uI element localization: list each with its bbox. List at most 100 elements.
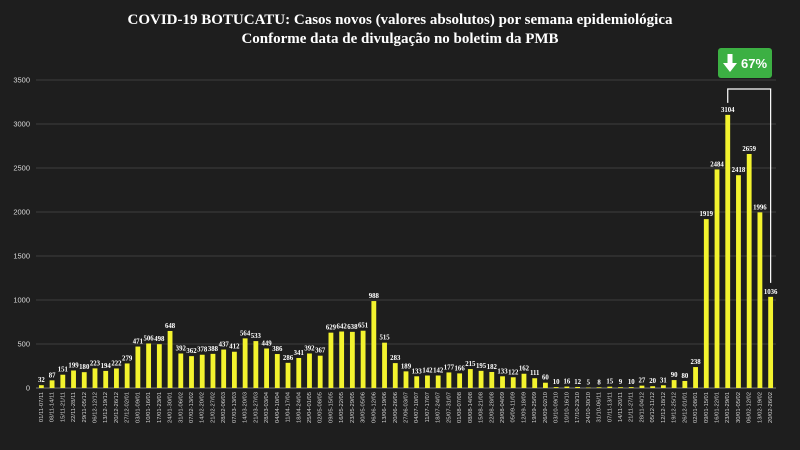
data-label: 111	[530, 370, 540, 377]
bar	[725, 114, 731, 389]
data-label: 12	[574, 379, 581, 386]
x-tick-label: 21/02-27/02	[210, 392, 216, 423]
annotation-percent: 67%	[741, 56, 767, 71]
bar	[435, 375, 441, 388]
x-tick-label: 17/10-23/10	[575, 392, 581, 423]
bar	[178, 353, 184, 388]
x-tick-label: 07/03-13/03	[232, 392, 238, 423]
x-tick-label: 27/12-02/01	[125, 392, 131, 423]
bar	[156, 344, 162, 388]
x-tick-label: 09/01-15/01	[704, 392, 710, 423]
data-label: 133	[497, 368, 508, 375]
data-label: 199	[68, 362, 79, 369]
data-label: 20	[649, 378, 656, 385]
x-tick-label: 29/08-04/09	[500, 392, 506, 423]
data-label: 2659	[742, 146, 756, 153]
x-tick-label: 26/12-01/01	[682, 392, 688, 423]
y-tick-label: 2500	[13, 164, 30, 173]
chart-subtitle: Conforme data de divulgação no boletim d…	[241, 31, 558, 47]
x-tick-label: 01/08-07/08	[457, 392, 463, 423]
data-label: 189	[401, 363, 412, 370]
data-label: 195	[476, 363, 487, 370]
bar	[71, 370, 76, 388]
x-tick-label: 17/01-23/01	[157, 392, 163, 423]
x-tick-label: 07/02-13/02	[189, 392, 195, 423]
chart-title: COVID-19 BOTUCATU: Casos novos (valores …	[127, 12, 673, 28]
x-tick-label: 03/01-09/01	[135, 392, 141, 423]
data-label: 388	[208, 346, 219, 353]
x-tick-label: 13/12-19/12	[103, 392, 109, 423]
x-tick-label: 18/07-24/07	[436, 392, 442, 423]
x-tick-label: 16/01-22/01	[715, 392, 721, 423]
data-label: 5	[587, 380, 591, 387]
x-tick-label: 15/11-21/11	[60, 392, 66, 422]
x-tick-label: 28/11-04/12	[639, 392, 645, 423]
bar	[746, 154, 752, 388]
data-label: 286	[283, 355, 294, 362]
bar	[607, 386, 613, 388]
bar	[81, 372, 87, 388]
bar	[703, 219, 709, 388]
x-tick-label: 09/05-15/05	[328, 392, 334, 423]
x-tick-label: 12/09-18/09	[521, 392, 527, 423]
x-tick-label: 10/10-16/10	[564, 392, 570, 423]
data-label: 238	[690, 359, 701, 366]
x-tick-label: 19/12-25/12	[672, 392, 678, 423]
x-tick-label: 25/07-31/07	[446, 392, 452, 423]
bar	[317, 355, 323, 388]
x-tick-label: 08/08-14/08	[468, 392, 474, 423]
bar	[596, 387, 602, 388]
data-label: 506	[144, 335, 155, 342]
data-label: 367	[315, 348, 326, 355]
y-tick-label: 3500	[13, 76, 30, 85]
data-label: 651	[358, 323, 369, 330]
bar	[392, 363, 398, 388]
bar	[360, 330, 366, 388]
bar	[296, 357, 302, 388]
x-tick-label: 05/09-11/09	[511, 392, 517, 423]
bar	[628, 387, 634, 388]
data-label: 515	[379, 335, 390, 342]
bar	[585, 387, 591, 389]
bar	[307, 353, 312, 388]
data-label: 3104	[721, 107, 735, 114]
bar	[639, 385, 645, 388]
x-tick-label: 24/01-30/01	[168, 392, 174, 423]
data-label: 392	[176, 346, 187, 353]
data-label: 386	[272, 346, 283, 353]
data-label: 10	[628, 379, 635, 386]
y-tick-label: 2000	[13, 208, 30, 217]
x-tick-label: 19/09-25/09	[532, 392, 538, 423]
bar	[543, 382, 548, 388]
x-tick-label: 13/02-19/02	[757, 392, 763, 423]
data-label: 1036	[764, 289, 778, 296]
bars	[38, 114, 774, 389]
bar	[510, 377, 516, 388]
bar	[371, 301, 377, 388]
x-tick-label: 31/10-06/11	[597, 392, 603, 423]
bar	[210, 353, 216, 388]
bar	[264, 348, 269, 388]
x-tick-label: 21/03-27/03	[253, 392, 259, 423]
data-label: 564	[240, 330, 251, 337]
x-tick-label: 20/06-26/06	[393, 392, 399, 423]
bar	[242, 338, 248, 388]
x-axis-ticks: 01/11-07/11 08/11-14/11 15/11-21/11 22/11-2…	[39, 391, 774, 423]
data-label: 32	[38, 377, 45, 384]
data-label: 279	[122, 355, 133, 362]
data-label: 638	[347, 324, 358, 331]
x-tick-label: 11/07-17/07	[425, 392, 431, 423]
bar	[757, 212, 763, 388]
bar	[124, 363, 130, 388]
bar	[199, 354, 205, 388]
bar	[231, 351, 237, 388]
x-tick-label: 01/11-07/11	[39, 392, 45, 422]
x-tick-label: 28/02-06/03	[221, 392, 227, 423]
x-tick-label: 06/02-12/02	[747, 392, 753, 423]
x-tick-label: 04/07-10/07	[414, 392, 420, 423]
drop-annotation: 67%	[718, 48, 772, 283]
bar	[60, 374, 66, 388]
